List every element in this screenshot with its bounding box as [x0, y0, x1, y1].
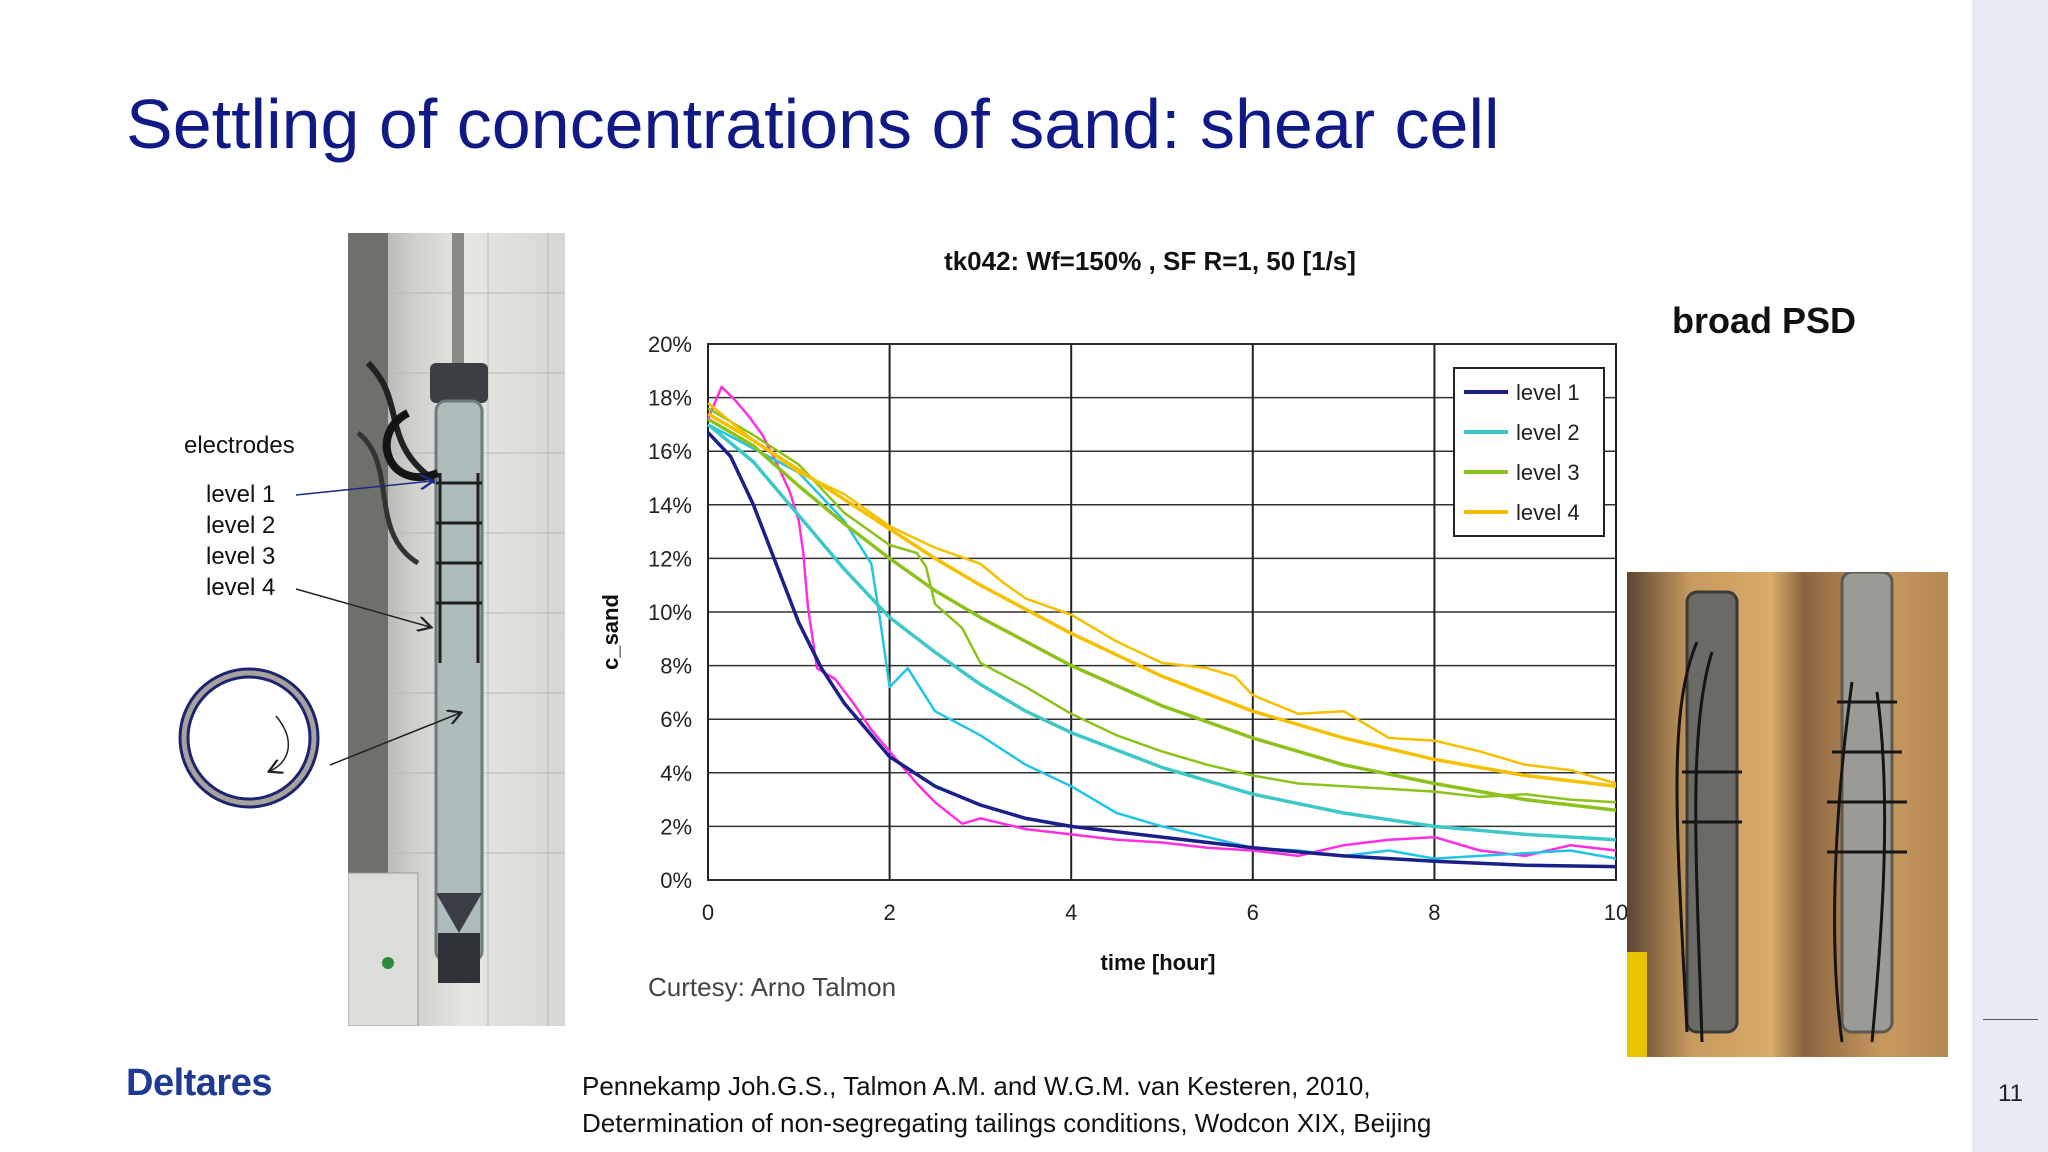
chart-x-tick-label: 4: [1065, 900, 1077, 925]
citation-line-2: Determination of non-segregating tailing…: [582, 1108, 1432, 1138]
chart-y-tick-label: 14%: [648, 493, 692, 518]
chart-y-tick-label: 16%: [648, 439, 692, 464]
settling-chart-svg: tk042: Wf=150% , SF R=1, 50 [1/s] 0% 2% 4%…: [598, 246, 1628, 1002]
reference-citation: Pennekamp Joh.G.S., Talmon A.M. and W.G.…: [582, 1068, 1431, 1142]
chart-y-tick-label: 10%: [648, 600, 692, 625]
broad-psd-heading: broad PSD: [1672, 300, 1857, 341]
electrodes-label: electrodes: [184, 432, 295, 459]
chart-x-tick-label: 2: [883, 900, 895, 925]
chart-series-line-level-1: [706, 431, 1617, 869]
cross-section-pointer-arrow: [329, 713, 460, 766]
electrode-level-4-label: level 4: [206, 574, 276, 601]
slide-title: Settling of concentrations of sand: shea…: [126, 85, 1500, 163]
shear-cell-illustration: [348, 233, 565, 1026]
chart-x-tick-label: 6: [1247, 900, 1259, 925]
chart-raw-measurement-line: [707, 407, 1617, 804]
chart-y-tick-label: 0%: [660, 868, 692, 893]
chart-legend-label: level 3: [1516, 460, 1580, 485]
chart-fitted-curves: [706, 412, 1617, 869]
chart-raw-measurement-line: [707, 402, 1617, 785]
electrode-level-3-label: level 3: [206, 543, 276, 570]
chart-x-tick-label: 0: [702, 900, 714, 925]
chart-y-tick-label: 18%: [648, 386, 692, 411]
chart-x-tick-label: 8: [1428, 900, 1440, 925]
chart-y-tick-label: 12%: [648, 546, 692, 571]
cell-cross-section-icon: [178, 667, 320, 809]
deltares-logo: Deltares: [126, 1062, 272, 1104]
chart-courtesy-note: Curtesy: Arno Talmon: [648, 972, 896, 1002]
shear-cell-photo: [348, 233, 565, 1026]
chart-legend-box: [1453, 367, 1605, 537]
citation-line-1: Pennekamp Joh.G.S., Talmon A.M. and W.G.…: [582, 1071, 1371, 1101]
chart-y-tick-label: 2%: [660, 814, 692, 839]
side-panel: [1972, 0, 2048, 1152]
electrode-level-1-label: level 1: [206, 481, 276, 508]
chart-raw-measurement-line: [707, 423, 1617, 860]
chart-series-line-level-4: [707, 412, 1617, 788]
chart-y-tick-label: 8%: [660, 654, 692, 679]
level-1-pointer-arrow: [295, 481, 432, 496]
broad-psd-illustration: [1627, 572, 1907, 1057]
chart-legend-label: level 4: [1516, 500, 1580, 525]
chart-series-line-level-3: [707, 417, 1617, 813]
chart-legend-label: level 2: [1516, 420, 1580, 445]
side-rule: [1983, 1019, 2038, 1020]
broad-psd-photo: [1627, 572, 1948, 1057]
chart-y-tick-label: 4%: [660, 761, 692, 786]
chart-y-tick-label: 6%: [660, 707, 692, 732]
electrode-level-2-label: level 2: [206, 512, 276, 539]
chart-x-axis-label: time [hour]: [1101, 950, 1216, 975]
electrode-levels-list: level 1 level 2 level 3 level 4: [206, 479, 275, 603]
chart-y-tick-label: 20%: [648, 332, 692, 357]
chart-tick-labels: 0% 2% 4% 6% 8% 10% 12% 14% 16% 18% 20% 0 2 4 6 8 10: [648, 332, 1628, 925]
chart-legend-label: level 1: [1516, 380, 1580, 405]
chart-x-tick-label: 10: [1604, 900, 1628, 925]
page-number: 11: [1998, 1080, 2023, 1107]
chart-series-line-level-2: [706, 423, 1617, 842]
chart-y-axis-label: c_sand: [598, 594, 623, 670]
level-4-pointer-arrow: [295, 588, 430, 627]
chart-title: tk042: Wf=150% , SF R=1, 50 [1/s]: [944, 246, 1356, 276]
settling-chart: tk042: Wf=150% , SF R=1, 50 [1/s] 0% 2% 4%…: [584, 224, 1628, 1024]
chart-legend: level 1 level 2 level 3 level 4: [1453, 367, 1605, 537]
